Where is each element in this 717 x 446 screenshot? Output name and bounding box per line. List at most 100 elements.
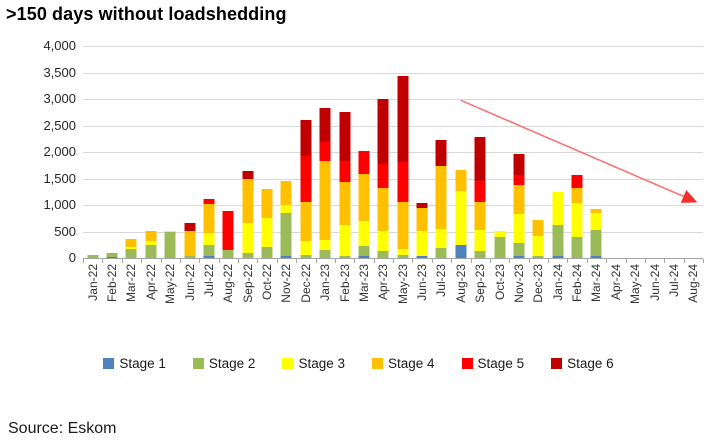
axis-tick: [121, 259, 141, 263]
bar-segment-stage-2: [261, 247, 273, 258]
x-label-cell: Apr-24: [606, 264, 625, 336]
bar-segment-stage-2: [106, 252, 118, 257]
bar-segment-stage-4: [416, 208, 428, 231]
gridline: [83, 179, 703, 180]
bar-segment-stage-2: [87, 254, 99, 258]
bar-segment-stage-5: [339, 161, 351, 182]
bar-segment-stage-1: [280, 255, 292, 258]
axis-tick: [141, 259, 160, 263]
bar-segment-stage-3: [242, 222, 254, 253]
legend-item: Stage 6: [551, 356, 614, 371]
bar-segment-stage-1: [590, 256, 602, 258]
bar-column: [199, 46, 218, 258]
x-axis-label: Aug-22: [221, 264, 236, 303]
bar-column: [219, 46, 238, 258]
legend-swatch-stage-2: [192, 358, 204, 369]
x-label-cell: Dec-23: [529, 264, 548, 336]
axis-tick: [548, 259, 567, 263]
x-label-cell: Oct-22: [257, 264, 276, 336]
axis-tick: [257, 259, 276, 263]
axis-tick: [528, 259, 548, 263]
bar-segment-stage-3: [358, 221, 370, 247]
bar-column: [277, 46, 296, 258]
bar-segment-stage-4: [377, 188, 389, 231]
bar-segment-stage-5: [319, 142, 331, 162]
stacked-bar: [590, 209, 602, 258]
x-axis-label: Dec-23: [531, 264, 546, 303]
bar-segment-stage-2: [280, 212, 292, 256]
bar-column: [684, 46, 703, 258]
bar-column: [335, 46, 354, 258]
bar-segment-stage-3: [590, 212, 602, 230]
bar-segment-stage-5: [300, 156, 312, 202]
legend-swatch-stage-6: [551, 358, 563, 369]
legend-item: Stage 2: [192, 356, 255, 371]
bar-segment-stage-4: [435, 165, 447, 229]
bar-segment-stage-5: [571, 175, 583, 188]
axis-tick: [218, 259, 238, 263]
bar-segment-stage-4: [242, 178, 254, 223]
y-axis-label: 0: [68, 250, 76, 265]
stacked-bar: [222, 211, 234, 258]
y-axis-label: 500: [54, 223, 76, 239]
x-axis-label: Jan-23: [318, 264, 333, 301]
x-axis-label: Jan-22: [85, 264, 100, 301]
bar-segment-stage-2: [435, 247, 447, 258]
stacked-bar: [435, 140, 447, 258]
bar-segment-stage-3: [377, 230, 389, 251]
x-axis-label: Jul-22: [201, 264, 216, 297]
stacked-bar: [339, 111, 351, 258]
bar-segment-stage-4: [358, 174, 370, 222]
bar-segment-stage-3: [552, 192, 564, 225]
bar-segment-stage-1: [416, 255, 428, 258]
bar-segment-stage-2: [300, 255, 312, 258]
bar-segment-stage-4: [300, 201, 312, 241]
bar-segment-stage-2: [552, 224, 564, 256]
x-axis-label: Aug-24: [686, 264, 701, 303]
bar-segment-stage-4: [319, 161, 331, 240]
x-label-cell: Mar-22: [122, 264, 141, 336]
bar-segment-stage-4: [203, 204, 215, 234]
x-axis-label: Mar-22: [124, 264, 139, 303]
axis-tick: [276, 259, 296, 263]
stacked-bar: [145, 230, 157, 258]
x-axis-label: Apr-22: [143, 264, 158, 301]
axis-tick: [606, 259, 625, 263]
stacked-bar: [358, 150, 370, 258]
x-label-cell: Aug-24: [684, 264, 703, 336]
x-label-cell: Sep-22: [238, 264, 257, 336]
x-axis-label: Mar-24: [589, 264, 604, 303]
bar-segment-stage-1: [358, 256, 370, 258]
x-label-cell: Jan-24: [548, 264, 567, 336]
bar-column: [451, 46, 470, 258]
bar-column: [626, 46, 645, 258]
bar-segment-stage-4: [455, 169, 467, 191]
axis-tick: [431, 259, 451, 263]
axis-tick: [354, 259, 373, 263]
gridline: [83, 232, 703, 233]
bar-segment-stage-6: [474, 136, 486, 182]
x-axis-label: Oct-22: [260, 264, 275, 301]
stacked-bar: [184, 223, 196, 258]
legend-label: Stage 3: [298, 356, 345, 371]
bar-segment-stage-4: [125, 238, 137, 248]
bar-column: [529, 46, 548, 258]
x-label-cell: May-22: [161, 264, 180, 336]
axis-tick: [179, 259, 199, 263]
axis-tick: [199, 259, 218, 263]
x-label-cell: Dec-22: [296, 264, 315, 336]
axis-tick: [451, 259, 470, 263]
gridline: [83, 46, 703, 47]
gridline: [83, 152, 703, 153]
x-label-cell: Apr-22: [141, 264, 160, 336]
x-label-cell: Aug-22: [219, 264, 238, 336]
bar-segment-stage-3: [474, 229, 486, 251]
axis-tick: [664, 259, 683, 263]
bar-column: [393, 46, 412, 258]
axis-tick: [238, 259, 257, 263]
axis-tick: [102, 259, 121, 263]
bar-segment-stage-3: [319, 239, 331, 251]
x-axis-label: Aug-23: [453, 264, 468, 303]
legend-item: Stage 3: [282, 356, 345, 371]
bar-segment-stage-4: [261, 188, 273, 219]
